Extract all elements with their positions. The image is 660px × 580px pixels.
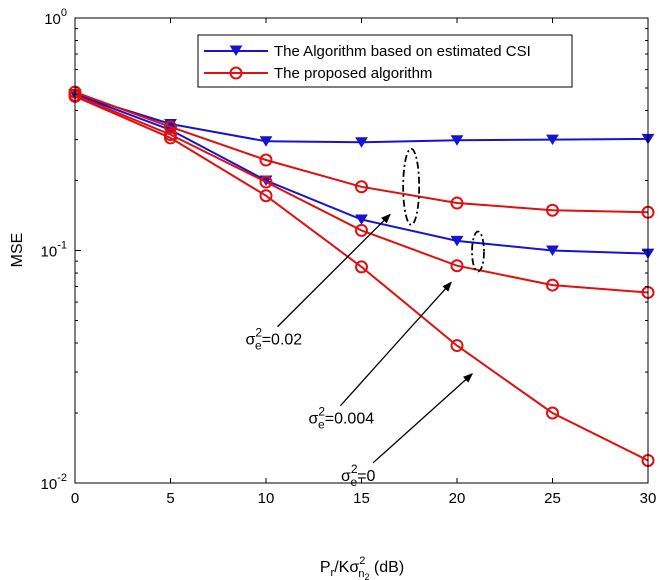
series-line-proposed-0 (74, 95, 649, 462)
data-point-estimated-csi (450, 235, 464, 247)
annotation-label-sigma-0.004: σ2 e=0.004 (308, 405, 374, 432)
x-axis-label: Pr/Kσ2 n2 (dB) (320, 555, 404, 580)
x-tick-label: 25 (544, 490, 561, 507)
x-tick-label: 5 (166, 490, 174, 507)
data-point-estimated-csi (546, 134, 559, 146)
data-point-proposed (259, 189, 273, 203)
annotation-ellipse-sigma-0.004 (471, 230, 485, 273)
annotation-arrow-sigma-0 (372, 373, 474, 464)
data-point-proposed (546, 278, 559, 292)
y-tick-label: 10-1 (41, 240, 67, 261)
y-tick-label: 10-2 (41, 472, 67, 493)
data-point-proposed (450, 196, 464, 210)
data-point-proposed (259, 153, 273, 167)
data-point-proposed (355, 180, 368, 194)
legend-marker-triangle (229, 45, 243, 56)
data-point-proposed (546, 203, 559, 217)
annotation-arrow-sigma-0.02 (277, 213, 391, 328)
data-point-proposed (546, 406, 559, 420)
legend: The Algorithm based on estimated CSI The… (197, 34, 573, 88)
x-tick-label: 15 (353, 490, 370, 507)
x-tick-label: 20 (449, 490, 466, 507)
data-point-estimated-csi (450, 135, 464, 146)
series-layer (68, 85, 655, 467)
data-point-estimated-csi (259, 136, 273, 147)
legend-label-estimated-csi: The Algorithm based on estimated CSI (274, 43, 531, 60)
data-point-proposed (355, 260, 368, 274)
data-point-estimated-csi (546, 245, 559, 256)
legend-marker-circle (229, 66, 243, 80)
series-line-proposed-0.004 (74, 94, 649, 294)
data-point-estimated-csi (355, 214, 368, 225)
x-tick-label: 30 (640, 490, 657, 507)
data-point-proposed (259, 175, 273, 189)
x-tick-label: 0 (71, 490, 79, 507)
x-tick-label: 10 (258, 490, 275, 507)
annotation-label-sigma-0.02: σ2 e=0.02 (245, 326, 302, 353)
data-point-proposed (450, 339, 464, 353)
legend-box (197, 34, 573, 88)
data-point-proposed (164, 131, 177, 145)
y-tick-label: 100 (44, 7, 67, 28)
legend-label-proposed: The proposed algorithm (274, 65, 432, 82)
annotation-ellipse-sigma-0.02 (402, 147, 421, 226)
series-line-proposed-0.02 (74, 91, 649, 214)
data-point-proposed (355, 223, 368, 237)
ticks-layer: 0 5 10 15 20 25 30 100 10-1 10-2 (41, 7, 657, 507)
y-axis-label: MSE (9, 233, 26, 268)
data-point-estimated-csi (355, 137, 368, 148)
annotation-arrow-sigma-0.004 (340, 281, 452, 407)
data-point-proposed (450, 259, 464, 273)
